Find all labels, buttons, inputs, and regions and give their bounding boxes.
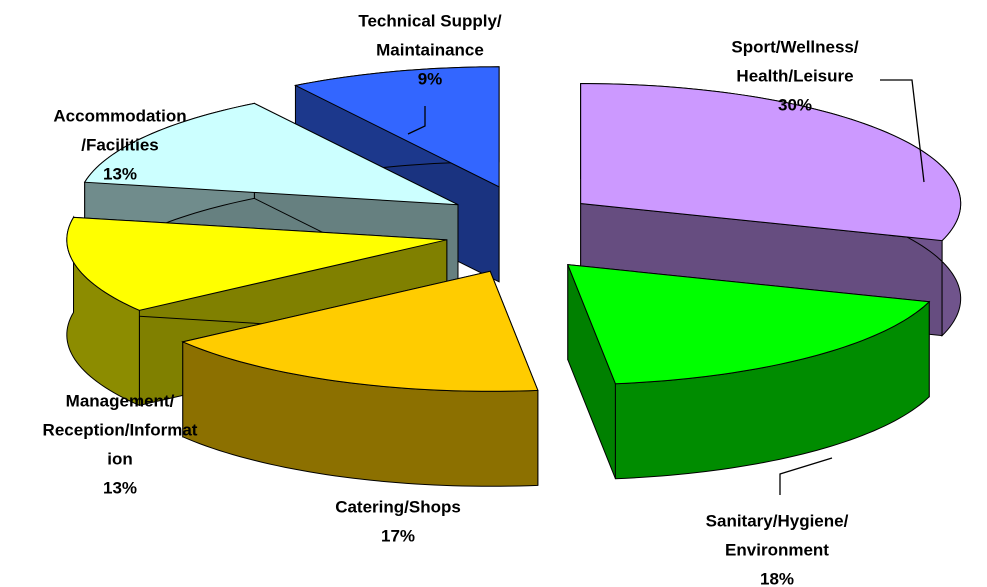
slice-label: /Facilities (81, 135, 158, 154)
value-label: 9% (418, 69, 443, 88)
slice (181, 270, 539, 392)
slice (580, 83, 962, 242)
slice-label: Sport/Wellness/ (731, 37, 858, 56)
value-label: 13% (103, 164, 137, 183)
slice-label: Accommodation (53, 106, 186, 125)
slice-label: Maintainance (376, 40, 484, 59)
leader-line (880, 79, 925, 183)
slice (293, 66, 500, 188)
slice-label: Technical Supply/ (358, 11, 502, 30)
slice-label: Reception/Informat (43, 420, 198, 439)
slice-label: Health/Leisure (736, 66, 853, 85)
value-label: 18% (760, 569, 794, 587)
leader-line (779, 457, 833, 495)
value-label: 13% (103, 478, 137, 497)
slice-label: Environment (725, 540, 829, 559)
slice (83, 102, 459, 206)
labels: Sport/Wellness/Health/Leisure 30% Sanitary… (43, 11, 859, 587)
pie (66, 66, 962, 487)
slice-label: Catering/Shops (335, 497, 461, 516)
value-label: 30% (778, 95, 812, 114)
slice (567, 264, 931, 385)
value-label: 17% (381, 526, 415, 545)
slice-label: Sanitary/Hygiene/ (706, 511, 849, 530)
slice-label: Management/ (66, 391, 175, 410)
slice (66, 216, 447, 311)
leader-line (407, 106, 426, 135)
slice-label: ion (107, 449, 133, 468)
